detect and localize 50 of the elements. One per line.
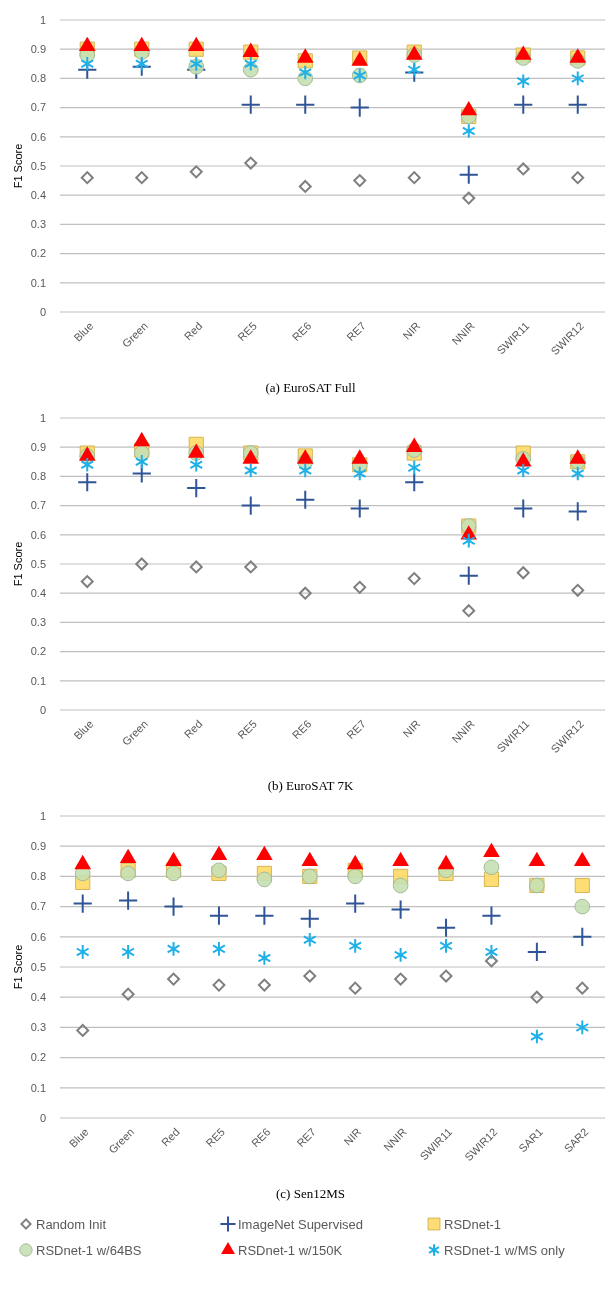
y-tick-label: 0.7 <box>30 900 46 913</box>
y-tick-label: 0.4 <box>30 587 46 600</box>
y-tick-label: 0.3 <box>30 1021 46 1034</box>
y-tick-label: 0.4 <box>30 991 46 1004</box>
x-tick-label: Red <box>181 319 205 343</box>
y-tick-label: 0.1 <box>30 276 46 289</box>
y-tick-label: 0.5 <box>30 159 46 172</box>
y-tick-label: 0.8 <box>30 72 46 85</box>
y-axis-title: F1 Score <box>12 143 24 189</box>
y-tick-label: 0.4 <box>30 189 46 202</box>
x-tick-label: NIR <box>400 319 423 342</box>
x-tick-label: NIR <box>341 1125 364 1148</box>
y-tick-label: 0.3 <box>30 616 46 629</box>
y-tick-label: 1 <box>39 411 46 424</box>
y-tick-label: 0.2 <box>30 645 46 658</box>
text: (a) EuroSAT Full <box>265 380 356 395</box>
y-tick-label: 0 <box>39 1111 46 1124</box>
y-tick-label: 0.2 <box>30 247 46 260</box>
y-axis-title: F1 Score <box>12 944 24 990</box>
y-tick-label: 0.6 <box>30 130 46 143</box>
legend-label: RSDnet-1 w/64BS <box>36 1242 142 1258</box>
y-tick-label: 0.5 <box>30 557 46 570</box>
y-tick-label: 0.7 <box>30 499 46 512</box>
y-tick-label: 0.7 <box>30 101 46 114</box>
y-tick-label: 0.8 <box>30 870 46 883</box>
y-tick-label: 1 <box>39 809 46 822</box>
y-tick-label: 0 <box>39 305 46 318</box>
legend-label: RSDnet-1 w/150K <box>238 1242 343 1258</box>
x-tick-label: NIR <box>400 717 423 740</box>
y-tick-label: 0.3 <box>30 218 46 231</box>
text: (c) Sen12MS <box>276 1186 345 1201</box>
y-tick-label: 0.1 <box>30 674 46 687</box>
y-tick-label: 0.6 <box>30 930 46 943</box>
y-tick-label: 0.2 <box>30 1051 46 1064</box>
y-tick-label: 0.1 <box>30 1081 46 1094</box>
y-tick-label: 0.9 <box>30 43 46 56</box>
legend-label: ImageNet Supervised <box>238 1216 364 1232</box>
y-tick-label: 0.5 <box>30 960 46 973</box>
y-tick-label: 0.6 <box>30 528 46 541</box>
legend-label: Random Init <box>36 1216 107 1232</box>
y-tick-label: 0.9 <box>30 840 46 853</box>
y-tick-label: 0.8 <box>30 470 46 483</box>
y-axis-title: F1 Score <box>12 541 24 587</box>
legend-label: RSDnet-1 w/MS only <box>444 1242 566 1258</box>
y-tick-label: 1 <box>39 13 46 26</box>
x-tick-label: Red <box>181 717 205 741</box>
legend-label: RSDnet-1 <box>444 1216 502 1232</box>
y-tick-label: 0 <box>39 703 46 716</box>
text: (b) EuroSAT 7K <box>267 778 354 793</box>
y-tick-label: 0.9 <box>30 441 46 454</box>
